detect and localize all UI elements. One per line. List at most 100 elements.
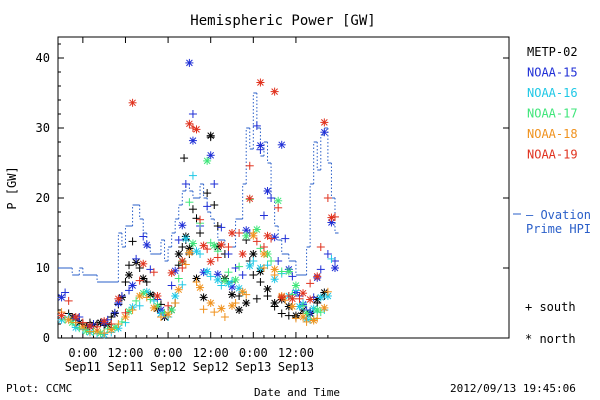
x-axis-label: Date and Time (254, 386, 340, 399)
point-south-noaa-17 (256, 244, 265, 253)
x-tick-label-date: Sep11 (65, 360, 101, 374)
point-north-noaa-18 (206, 299, 215, 307)
point-south-noaa-17 (267, 257, 276, 265)
point-north-noaa-19 (217, 240, 226, 249)
point-north-metp-02 (228, 290, 237, 299)
point-north-noaa-15 (277, 140, 286, 149)
point-south-noaa-15 (281, 234, 290, 243)
point-south-noaa-15 (210, 180, 219, 188)
point-south-noaa-18 (323, 287, 332, 296)
point-south-noaa-17 (224, 268, 233, 277)
x-tick-label-time: 12:00 (278, 346, 314, 360)
point-south-noaa-19 (306, 279, 315, 288)
point-north-noaa-17 (252, 225, 261, 234)
point-south-metp-02 (284, 311, 293, 320)
point-south-noaa-19 (224, 243, 233, 251)
point-south-noaa-15 (167, 281, 176, 290)
point-north-noaa-15 (128, 281, 137, 290)
legend-entry-noaa-15: NOAA-15 (527, 66, 578, 80)
legend-entry-metp-02: METP-02 (527, 45, 578, 59)
legend-entry-noaa-19: NOAA-19 (527, 148, 578, 162)
legend-entry-noaa-18: NOAA-18 (527, 127, 578, 141)
point-north-noaa-18 (320, 303, 329, 312)
point-south-noaa-15 (61, 288, 70, 297)
point-north-noaa-19 (327, 213, 336, 222)
point-south-noaa-19 (93, 322, 102, 331)
point-south-noaa-18 (171, 299, 180, 307)
point-north-noaa-19 (288, 294, 297, 303)
x-tick-label-time: 0:00 (154, 346, 183, 360)
point-north-noaa-19 (245, 194, 254, 203)
point-north-noaa-19 (185, 119, 194, 128)
point-north-noaa-17 (125, 307, 134, 316)
point-south-noaa-17 (146, 295, 155, 304)
point-north-noaa-18 (185, 248, 194, 257)
marker-key: + south * north (525, 300, 576, 346)
point-south-noaa-15 (259, 211, 268, 220)
point-north-metp-02 (235, 306, 244, 314)
y-tick-label: 0 (43, 331, 50, 345)
point-south-noaa-18 (156, 313, 165, 321)
point-north-noaa-15 (185, 58, 194, 67)
point-north-noaa-19 (71, 313, 80, 321)
point-south-noaa-15 (252, 121, 261, 130)
point-south-noaa-18 (128, 306, 137, 314)
point-south-noaa-17 (235, 262, 244, 271)
point-north-noaa-17 (284, 267, 293, 276)
point-south-metp-02 (203, 189, 212, 198)
point-north-noaa-16 (192, 247, 201, 256)
point-north-noaa-15 (188, 136, 197, 145)
point-south-noaa-19 (323, 194, 332, 202)
point-north-noaa-15 (330, 264, 339, 272)
point-north-noaa-19 (167, 268, 176, 277)
point-north-metp-02 (139, 274, 148, 283)
point-south-metp-02 (213, 222, 222, 230)
point-north-noaa-19 (256, 78, 265, 87)
y-ticks: 0 10 20 30 40 (36, 43, 509, 345)
point-south-noaa-19 (135, 276, 144, 285)
point-south-metp-02 (235, 292, 244, 300)
point-north-noaa-18 (270, 265, 279, 274)
point-north-noaa-19 (313, 272, 322, 281)
plot-frame (57, 36, 510, 339)
point-south-noaa-18 (210, 308, 219, 317)
point-north-noaa-19 (277, 293, 286, 302)
point-south-metp-02 (178, 243, 187, 251)
point-north-noaa-17 (188, 239, 197, 248)
point-north-noaa-16 (203, 267, 212, 276)
point-north-noaa-17 (110, 323, 119, 332)
point-south-noaa-17 (174, 274, 183, 283)
point-north-noaa-16 (71, 323, 80, 332)
point-south-noaa-16 (149, 296, 158, 305)
point-south-noaa-15 (267, 194, 276, 202)
point-south-noaa-18 (142, 293, 151, 302)
point-south-metp-02 (142, 278, 151, 286)
point-north-noaa-16 (171, 292, 180, 300)
x-tick-label-date: Sep12 (193, 360, 229, 374)
point-north-noaa-19 (206, 257, 215, 266)
point-north-noaa-17 (220, 276, 229, 285)
point-north-noaa-19 (57, 311, 66, 320)
x-tick-label-date: Sep13 (278, 360, 314, 374)
point-south-noaa-15 (125, 286, 134, 295)
point-south-noaa-19 (78, 318, 87, 327)
point-south-noaa-16 (249, 257, 258, 265)
point-south-noaa-19 (203, 245, 212, 254)
point-south-noaa-15 (132, 254, 141, 263)
point-south-noaa-15 (203, 202, 212, 211)
point-north-noaa-18 (64, 315, 73, 324)
point-south-noaa-17 (132, 296, 141, 305)
point-north-noaa-19 (320, 118, 329, 127)
point-north-noaa-15 (270, 233, 279, 242)
y-tick-label: 10 (36, 261, 50, 275)
point-south-metp-02 (125, 261, 134, 270)
point-south-noaa-19 (149, 268, 158, 277)
point-north-noaa-17 (313, 306, 322, 314)
point-north-noaa-16 (295, 302, 304, 311)
point-south-metp-02 (192, 214, 201, 223)
point-south-metp-02 (210, 201, 219, 209)
point-north-noaa-15 (142, 240, 151, 249)
legend-entry-noaa-17: NOAA-17 (527, 107, 578, 121)
point-north-metp-02 (174, 250, 183, 258)
